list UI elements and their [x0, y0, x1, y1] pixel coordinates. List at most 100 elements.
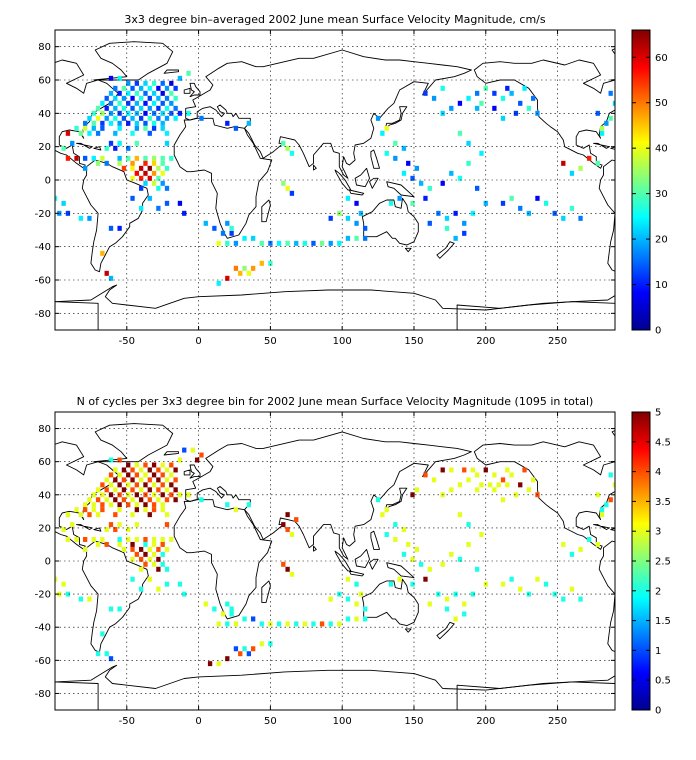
data-cell [156, 185, 161, 191]
coastline [173, 499, 273, 620]
data-cell [117, 110, 122, 116]
data-cell [108, 110, 114, 116]
data-cell [139, 477, 144, 483]
colorbar-tick-label: 1.5 [655, 616, 671, 627]
x-tick-label: 250 [548, 716, 567, 727]
data-cell [294, 240, 299, 246]
data-cell [410, 581, 415, 587]
data-cell [151, 561, 157, 567]
data-cell [410, 200, 415, 206]
data-cell [561, 215, 566, 221]
data-cells [55, 70, 615, 286]
data-cell [95, 651, 101, 657]
data-cell [543, 581, 549, 587]
data-cell [492, 90, 497, 96]
data-cells [55, 447, 615, 667]
coastline [354, 167, 370, 188]
data-cell [328, 215, 333, 221]
data-cell [311, 240, 316, 246]
data-cell [561, 596, 566, 602]
data-cell [354, 200, 359, 206]
data-cell [113, 95, 118, 101]
data-cell [100, 100, 105, 106]
data-cell [104, 105, 109, 111]
data-cell [104, 477, 109, 483]
data-cell [238, 270, 243, 276]
data-cell [160, 170, 165, 176]
coastline [189, 464, 201, 479]
data-cell [100, 631, 105, 637]
data-cell [578, 546, 583, 552]
coastline [370, 149, 380, 169]
data-cell [156, 487, 161, 493]
coastline [183, 87, 191, 94]
data-cell [113, 130, 118, 136]
data-cell [139, 497, 144, 503]
data-cell [177, 457, 183, 463]
data-cell [406, 160, 411, 166]
data-cell [479, 150, 484, 156]
data-cell [225, 601, 230, 607]
data-cell [302, 240, 307, 246]
data-cell [160, 155, 165, 161]
data-cell [427, 220, 432, 226]
data-cell [431, 95, 437, 101]
data-cell [74, 536, 79, 542]
x-tick-label: 200 [476, 336, 495, 347]
data-cell [65, 155, 71, 161]
data-cell [151, 551, 157, 557]
data-cell [113, 105, 118, 111]
data-cell [345, 215, 351, 221]
colorbar-tick-label: 60 [655, 53, 668, 64]
data-cell [487, 482, 493, 488]
data-cell [130, 541, 135, 547]
data-cell [134, 551, 139, 557]
data-cell [388, 200, 394, 206]
data-cell [604, 502, 609, 508]
data-cell [117, 75, 122, 81]
data-cell [599, 507, 605, 513]
data-cell [160, 100, 165, 106]
data-cell [156, 115, 161, 121]
coastline [163, 451, 179, 456]
data-cell [182, 591, 187, 597]
data-cell [151, 462, 157, 468]
data-cell [91, 155, 96, 161]
map-area [55, 41, 615, 330]
colorbar-tick-label: 3.5 [655, 497, 671, 508]
data-cell [108, 656, 114, 662]
colorbar-tick-label: 2 [655, 586, 661, 597]
data-cell [100, 120, 105, 126]
data-cell [457, 100, 463, 106]
data-cell [126, 502, 131, 508]
data-cell [130, 195, 135, 201]
data-cell [531, 95, 536, 101]
data-cell [95, 512, 101, 518]
data-cell [470, 210, 475, 216]
data-cell [479, 482, 484, 488]
data-cell [496, 482, 501, 488]
data-cell [113, 527, 118, 533]
x-tick-label: 250 [548, 336, 567, 347]
data-cell [108, 472, 114, 478]
data-cell [522, 467, 527, 473]
data-cell [164, 477, 170, 483]
data-cell [470, 591, 475, 597]
y-tick-label: -60 [35, 276, 51, 287]
data-cell [164, 200, 170, 206]
data-cell [130, 467, 135, 473]
coastline [386, 562, 415, 579]
data-cell [423, 90, 428, 96]
y-tick-label: 20 [38, 523, 51, 534]
data-cell [242, 646, 247, 652]
data-cell [130, 576, 135, 582]
data-cell [173, 85, 178, 91]
data-cell [414, 546, 419, 552]
data-cell [117, 522, 122, 528]
x-tick-label: 100 [333, 716, 352, 727]
data-cell [220, 230, 226, 236]
coastline [354, 548, 370, 569]
data-cell [160, 561, 165, 567]
data-cell [561, 160, 566, 166]
